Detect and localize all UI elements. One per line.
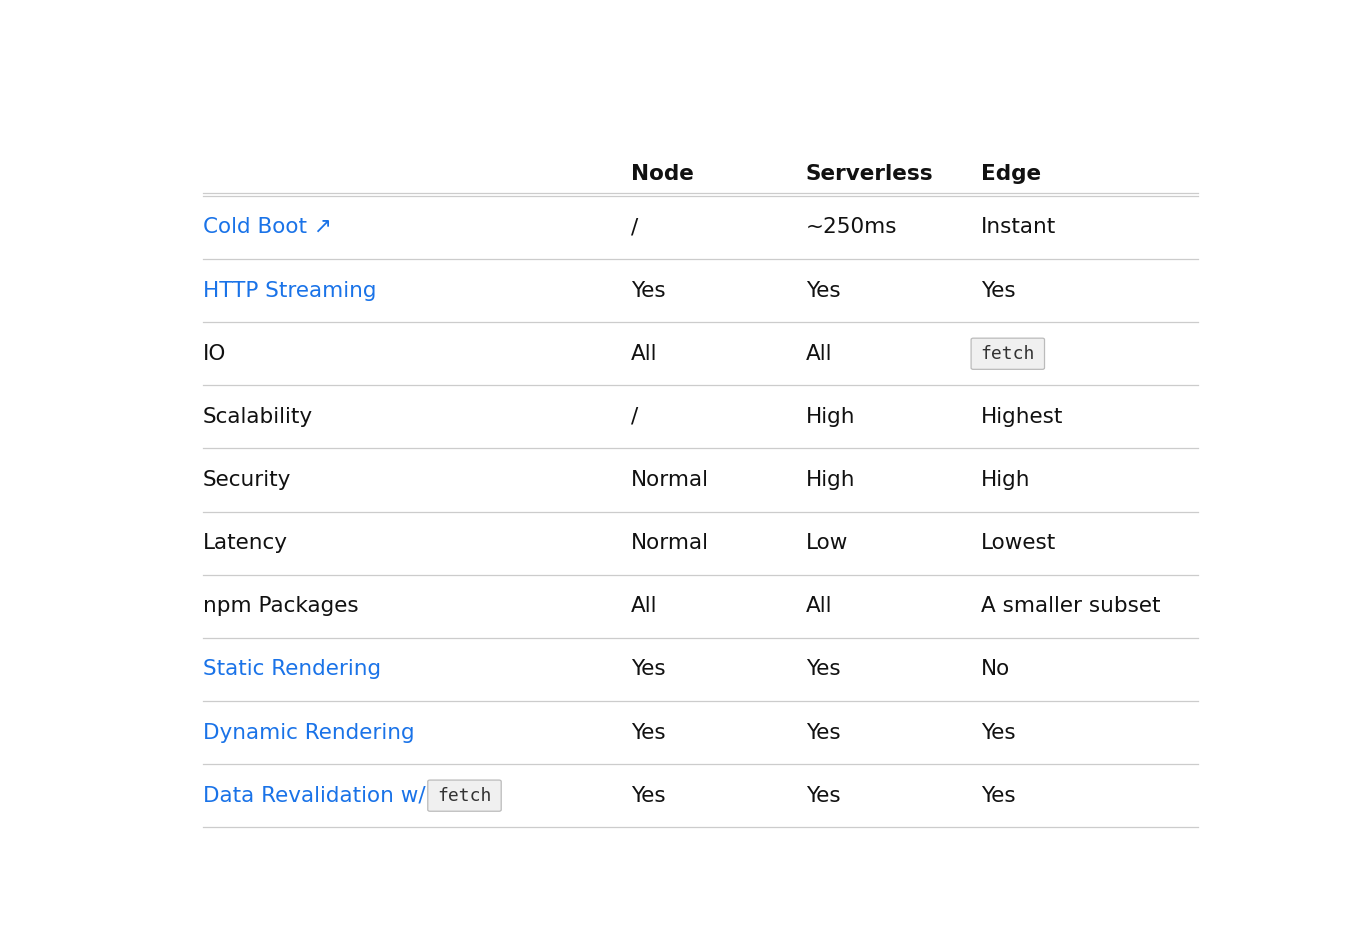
Text: HTTP Streaming: HTTP Streaming [202, 280, 376, 300]
Text: Static Rendering: Static Rendering [202, 659, 381, 679]
Text: Edge: Edge [981, 163, 1041, 183]
Text: Yes: Yes [806, 786, 840, 806]
Text: ~250ms: ~250ms [806, 218, 897, 238]
Text: Yes: Yes [806, 280, 840, 300]
Text: /: / [631, 407, 638, 427]
Text: Yes: Yes [631, 723, 665, 743]
Text: Data Revalidation w/: Data Revalidation w/ [202, 786, 432, 806]
Text: npm Packages: npm Packages [202, 597, 358, 617]
Text: Normal: Normal [631, 533, 709, 553]
Text: Scalability: Scalability [202, 407, 313, 427]
Text: All: All [631, 597, 658, 617]
Text: Security: Security [202, 470, 291, 490]
Text: Yes: Yes [631, 280, 665, 300]
Text: Instant: Instant [981, 218, 1056, 238]
Text: Yes: Yes [981, 786, 1015, 806]
Text: Low: Low [806, 533, 848, 553]
Text: Normal: Normal [631, 470, 709, 490]
Text: Yes: Yes [806, 723, 840, 743]
Text: No: No [981, 659, 1009, 679]
Text: High: High [806, 407, 855, 427]
Text: All: All [806, 344, 832, 364]
Text: Yes: Yes [981, 280, 1015, 300]
Text: Serverless: Serverless [806, 163, 933, 183]
Text: /: / [631, 218, 638, 238]
FancyBboxPatch shape [971, 338, 1045, 370]
Text: All: All [631, 344, 658, 364]
Text: Lowest: Lowest [981, 533, 1056, 553]
Text: All: All [806, 597, 832, 617]
Text: High: High [981, 470, 1030, 490]
Text: fetch: fetch [437, 787, 492, 805]
Text: Dynamic Rendering: Dynamic Rendering [202, 723, 414, 743]
Text: Yes: Yes [981, 723, 1015, 743]
Text: Highest: Highest [981, 407, 1063, 427]
Text: Latency: Latency [202, 533, 287, 553]
FancyBboxPatch shape [428, 780, 501, 811]
Text: IO: IO [202, 344, 225, 364]
Text: fetch: fetch [981, 345, 1035, 363]
Text: Cold Boot ↗: Cold Boot ↗ [202, 218, 332, 238]
Text: Yes: Yes [631, 786, 665, 806]
Text: Node: Node [631, 163, 694, 183]
Text: Yes: Yes [806, 659, 840, 679]
Text: High: High [806, 470, 855, 490]
Text: A smaller subset: A smaller subset [981, 597, 1160, 617]
Text: Yes: Yes [631, 659, 665, 679]
